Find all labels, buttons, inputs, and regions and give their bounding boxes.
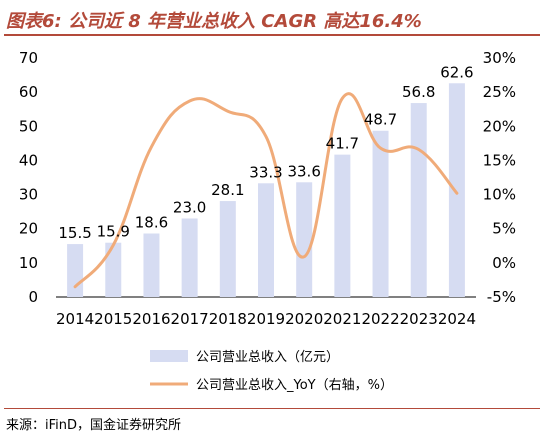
left-axis-tick-label: 10 <box>19 254 38 272</box>
x-axis-tick-label: 2019 <box>247 310 285 328</box>
title-bar: 图表6: 公司近 8 年营业总收入 CAGR 高达16.4% <box>4 4 540 36</box>
figure-title: 图表6: 公司近 8 年营业总收入 CAGR 高达16.4% <box>6 11 422 32</box>
chart: 0 10 20 30 40 50 60 70 -5% 0% 5% 10% 15% 20% 25% 30% 201… <box>19 49 516 393</box>
bar-value-label: 41.7 <box>326 135 359 153</box>
bar-value-label: 56.8 <box>402 83 435 101</box>
bar-value-label: 33.3 <box>249 163 282 181</box>
right-axis-tick-label: 0% <box>492 254 516 272</box>
x-axis-tick-label: 2024 <box>438 310 476 328</box>
bar-value-label: 23.0 <box>173 198 206 216</box>
left-axis-tick-label: 20 <box>19 220 38 238</box>
bar-value-label: 15.5 <box>58 224 91 242</box>
right-axis-tick-label: 5% <box>492 220 516 238</box>
left-axis-tick-label: 0 <box>28 288 38 306</box>
bar <box>258 183 274 297</box>
chart-axes: 0 10 20 30 40 50 60 70 -5% 0% 5% 10% 15% 20% 25% 30% 201… <box>19 49 516 328</box>
left-axis-tick-label: 30 <box>19 186 38 204</box>
source-bar: 来源：iFinD，国金证券研究所 <box>4 408 540 433</box>
x-axis-tick-label: 2021 <box>323 310 361 328</box>
bar-value-label: 28.1 <box>211 181 244 199</box>
right-axis-tick-label: -5% <box>487 288 516 306</box>
right-axis-tick-label: 15% <box>483 151 516 169</box>
left-axis-tick-label: 40 <box>19 151 38 169</box>
bar-value-label: 48.7 <box>364 111 397 129</box>
x-axis-tick-label: 2018 <box>209 310 247 328</box>
bar-series <box>67 83 465 297</box>
x-axis-tick-label: 2015 <box>94 310 132 328</box>
bar <box>372 130 389 297</box>
left-axis-tick-label: 60 <box>19 83 38 101</box>
legend-swatch-bar <box>150 350 188 362</box>
yoy-line <box>73 92 459 289</box>
bar-value-label: 15.9 <box>97 223 130 241</box>
bar <box>334 154 351 297</box>
bar <box>181 218 198 297</box>
bar <box>448 83 465 297</box>
legend-label-line: 公司营业总收入_YoY（右轴，%） <box>196 378 393 393</box>
x-axis-tick-label: 2020 <box>285 310 323 328</box>
bar <box>410 103 427 297</box>
right-axis-tick-label: 25% <box>483 83 516 101</box>
left-axis-tick-label: 50 <box>19 117 38 135</box>
bar <box>296 182 313 297</box>
right-axis-tick-label: 30% <box>483 49 516 67</box>
bar-value-label: 18.6 <box>135 213 168 231</box>
line-series <box>73 92 459 289</box>
bar-value-label: 33.6 <box>287 162 320 180</box>
x-axis-tick-label: 2023 <box>400 310 438 328</box>
bar <box>105 242 122 297</box>
left-axis-tick-label: 70 <box>19 49 38 67</box>
x-axis-tick-label: 2016 <box>132 310 170 328</box>
source-note: 来源：iFinD，国金证券研究所 <box>6 418 182 433</box>
legend-label-bar: 公司营业总收入（亿元） <box>196 350 339 365</box>
right-axis-tick-label: 20% <box>483 117 516 135</box>
right-axis-tick-label: 10% <box>483 186 516 204</box>
bar-value-label: 62.6 <box>440 63 473 81</box>
data-labels: 15.5 15.9 18.6 23.0 28.1 33.3 33.6 41.7 48.7 56.8… <box>58 63 473 242</box>
x-axis-tick-label: 2017 <box>171 310 209 328</box>
bar <box>67 244 84 297</box>
legend: 公司营业总收入（亿元） 公司营业总收入_YoY（右轴，%） <box>150 350 393 393</box>
bar <box>219 201 236 297</box>
x-axis-tick-label: 2014 <box>56 310 94 328</box>
bar <box>143 233 160 297</box>
x-axis-tick-label: 2022 <box>361 310 399 328</box>
